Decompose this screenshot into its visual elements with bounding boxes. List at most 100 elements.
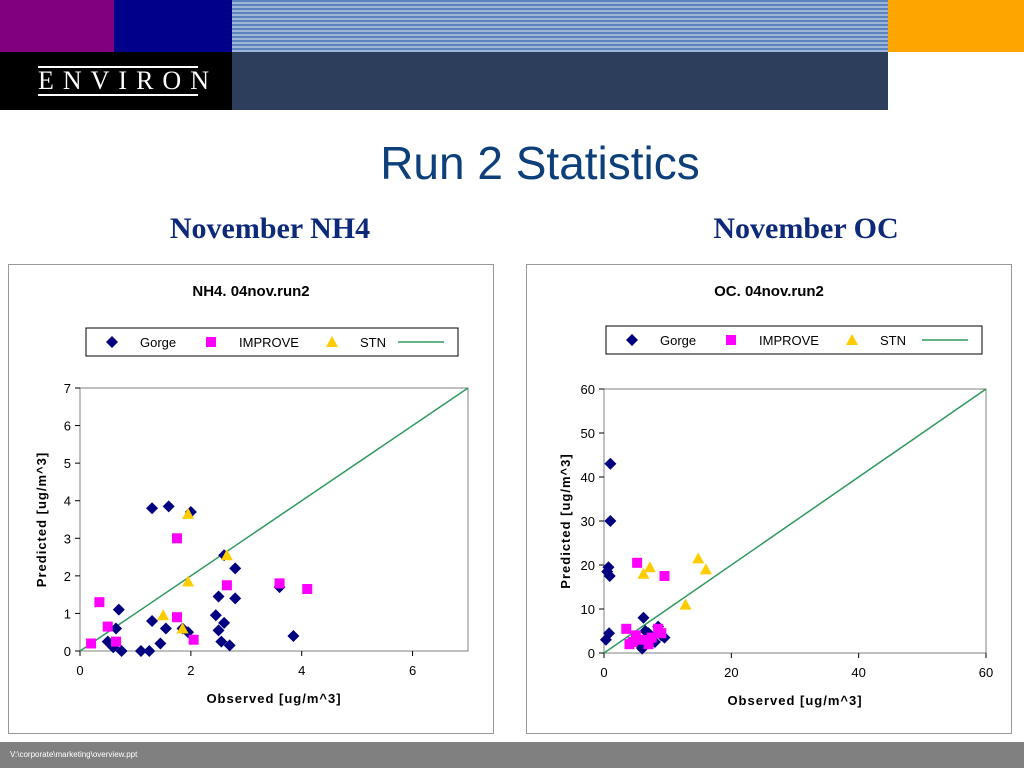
logo-rule-top [38,66,198,68]
oc-point-improve [646,632,657,643]
nh4-point-gorge [115,645,128,657]
nh4-x-tick-label: 4 [298,663,305,678]
nh4-point-improve [172,533,182,544]
nh4-legend-label-gorge: Gorge [140,335,176,350]
oc-x-tick-label: 60 [979,665,993,680]
nh4-y-tick-label: 7 [64,381,71,396]
oc-legend-label-improve: IMPROVE [759,333,819,348]
nh4-y-tick-label: 2 [64,569,71,584]
oc-point-stn [679,598,692,610]
nh4-one-to-one-line [79,387,469,652]
nh4-point-improve [102,621,113,632]
logo-rule-bottom [38,94,198,96]
oc-point-improve [630,630,641,641]
header-banner [0,0,1024,110]
oc-x-tick-label: 20 [724,665,738,680]
slide-title: Run 2 Statistics [380,137,700,189]
nh4-legend-label-improve: IMPROVE [239,335,299,350]
oc-legend-label-stn: STN [880,333,906,348]
oc-point-gorge [602,561,615,574]
oc-chart-title: OC. 04nov.run2 [714,283,824,300]
oc-legend-marker-gorge [626,334,638,346]
oc-one-to-one-line [603,388,987,654]
oc-point-improve [632,557,643,568]
oc-point-gorge [604,457,617,470]
nh4-point-improve [111,636,122,647]
nh4-point-stn [182,507,195,519]
nh4-point-gorge [110,622,123,635]
nh4-point-gorge [146,614,159,627]
oc-y-tick-label: 0 [588,646,595,661]
oc-legend-box [605,325,983,355]
oc-point-gorge [636,642,649,655]
nh4-point-gorge [101,635,114,648]
nh4-legend-box [85,327,459,357]
oc-y-axis-title: Predicted [ug/m^3] [558,453,573,588]
nh4-point-stn [182,575,195,587]
oc-point-gorge [603,627,616,640]
oc-point-gorge [603,570,616,582]
nh4-point-improve [188,634,199,645]
nh4-x-tick-label: 6 [409,663,416,678]
oc-point-improve [621,623,632,634]
oc-point-stn [643,561,656,573]
nh4-point-gorge [159,622,172,635]
nh4-y-axis-title: Predicted [ug/m^3] [34,452,49,587]
nh4-point-improve [172,612,182,623]
footer-file-path: V:\corporate\marketing\overview.ppt [10,750,138,759]
nh4-point-gorge [229,562,242,575]
nh4-point-gorge [209,609,222,622]
oc-point-improve [643,639,654,650]
nh4-y-tick-label: 4 [64,494,71,509]
banner-slate-block [232,52,888,110]
nh4-point-gorge [287,629,300,642]
banner-purple-block [0,0,114,52]
oc-scatter-chart: OC. 04nov.run2 Gorge IMPROVE STN 0 10 20 30 40 50… [526,264,1012,734]
oc-point-stn [637,567,650,579]
nh4-point-stn [176,622,189,634]
nh4-point-improve [221,580,232,591]
nh4-legend-marker-gorge [106,336,118,348]
oc-legend-label-gorge: Gorge [660,333,696,348]
oc-point-improve [656,628,667,639]
nh4-point-gorge [154,637,167,650]
oc-y-tick-label: 30 [581,514,595,529]
oc-y-tick-label: 20 [581,558,595,573]
nh4-y-tick-label: 1 [64,606,71,621]
nh4-legend-marker-stn [326,336,338,347]
oc-y-tick-label: 60 [581,382,595,397]
nh4-x-axis-title: Observed [ug/m^3] [206,691,341,706]
nh4-scatter-chart: NH4. 04nov.run2 Gorge IMPROVE STN 0 1 2 3 4 5 6 7 0 2… [8,264,494,734]
oc-point-gorge [599,633,612,646]
oc-point-stn [699,563,712,575]
banner-orange-block [888,0,1024,52]
oc-point-gorge [604,515,617,527]
oc-point-improve [627,637,638,647]
oc-legend-marker-stn [846,334,858,345]
nh4-legend-label-stn: STN [360,335,386,350]
nh4-point-gorge [134,645,147,657]
left-chart-subtitle: November NH4 [169,212,371,245]
nh4-point-gorge [229,592,242,605]
oc-legend-marker-improve [726,335,736,345]
nh4-point-stn [157,609,170,621]
nh4-point-improve [302,584,313,595]
oc-point-improve [659,571,670,581]
nh4-x-tick-label: 2 [187,663,194,678]
oc-point-gorge [637,611,650,624]
nh4-point-gorge [162,500,175,513]
oc-y-tick-label: 40 [581,470,595,485]
nh4-point-gorge [218,616,231,629]
oc-x-axis-title: Observed [ug/m^3] [727,693,862,708]
oc-x-tick-label: 0 [600,665,607,680]
oc-point-stn [692,552,705,564]
nh4-chart-title: NH4. 04nov.run2 [192,283,309,300]
logo-background [0,52,232,110]
nh4-point-gorge [212,590,225,603]
nh4-y-tick-label: 6 [64,419,71,434]
oc-point-improve [637,634,648,645]
company-logo: ENVIRON [38,66,218,95]
nh4-legend-marker-improve [206,337,216,347]
nh4-point-gorge [143,645,156,657]
nh4-point-improve [274,578,285,589]
